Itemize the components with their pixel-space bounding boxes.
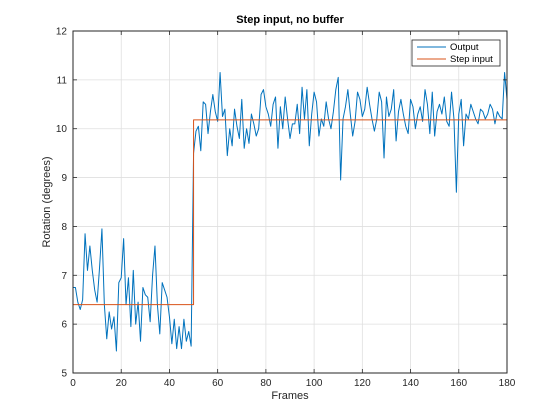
y-axis-label: Rotation (degrees): [41, 156, 53, 247]
x-tick-label: 20: [116, 378, 128, 389]
grid: [73, 31, 507, 373]
x-tick-label: 140: [402, 378, 419, 389]
legend-label-step-input: Step input: [450, 54, 493, 65]
legend-box: [411, 39, 501, 67]
x-tick-label: 60: [212, 378, 224, 389]
plot-frame: [72, 30, 508, 374]
x-axis-label: Frames: [271, 390, 309, 402]
series-line-step-input: [73, 119, 507, 306]
y-tick-label: 5: [61, 369, 67, 380]
x-tick-label: 180: [499, 378, 516, 389]
chart-title: Step input, no buffer: [236, 14, 344, 26]
y-tick-label: 6: [61, 320, 67, 331]
legend-label-output: Output: [450, 42, 479, 53]
x-tick-label: 0: [70, 378, 76, 389]
y-tick-label: 9: [61, 173, 67, 184]
tick-labels: 0 20 40 60 80 100 120 140 160 180 5 6 7 8 9 10 11 12: [56, 27, 516, 390]
x-tick-label: 80: [260, 378, 272, 389]
y-tick-label: 7: [61, 271, 67, 282]
series-line-output: [73, 72, 508, 352]
ticks: [72, 30, 508, 374]
x-tick-label: 40: [164, 378, 176, 389]
series-layer: [73, 72, 508, 352]
legend: Output Step input: [411, 39, 501, 67]
y-tick-label: 10: [56, 124, 68, 135]
x-tick-label: 160: [450, 378, 467, 389]
x-tick-label: 120: [354, 378, 371, 389]
y-tick-label: 11: [57, 75, 68, 86]
x-tick-label: 100: [306, 378, 323, 389]
y-tick-label: 12: [56, 27, 68, 38]
y-tick-label: 8: [61, 222, 67, 233]
